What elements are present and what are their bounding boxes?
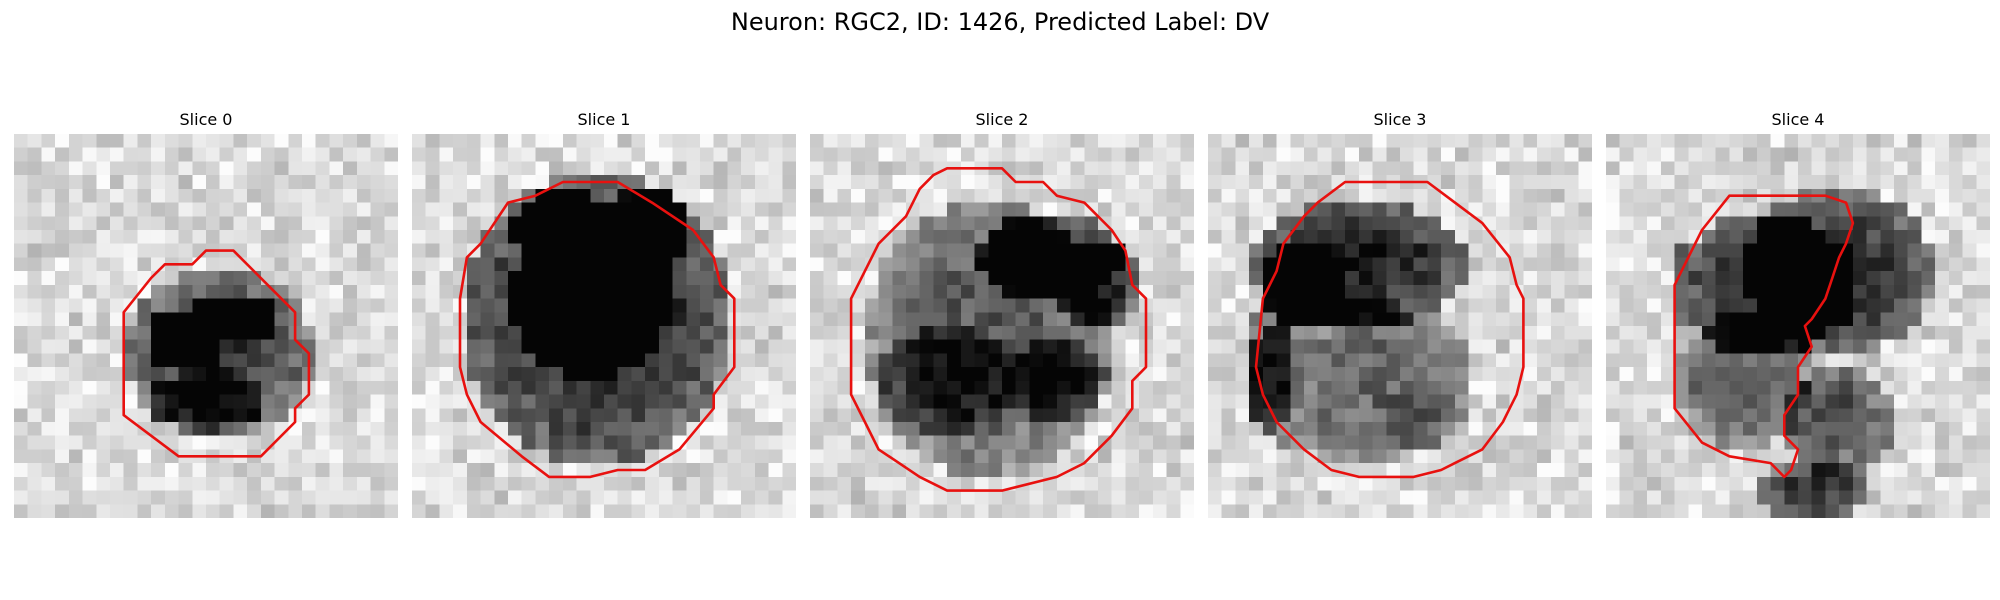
slice-panel: Slice 3 bbox=[1208, 108, 1592, 518]
cell-contour bbox=[849, 166, 1148, 492]
slice-panel: Slice 1 bbox=[412, 108, 796, 518]
slice-image bbox=[1208, 134, 1592, 518]
pixel-grid bbox=[810, 134, 1194, 518]
slice-image bbox=[14, 134, 398, 518]
slice-image bbox=[1606, 134, 1990, 518]
cell-contour bbox=[122, 249, 311, 458]
slice-title: Slice 3 bbox=[1373, 110, 1427, 129]
slice-title: Slice 4 bbox=[1771, 110, 1825, 129]
cell-contour bbox=[1254, 180, 1525, 479]
pixel-grid bbox=[1606, 134, 1990, 518]
slice-title: Slice 0 bbox=[179, 110, 233, 129]
slice-title: Slice 1 bbox=[577, 110, 631, 129]
slice-image bbox=[412, 134, 796, 518]
figure-title: Neuron: RGC2, ID: 1426, Predicted Label:… bbox=[730, 8, 1270, 36]
slice-panel: Slice 2 bbox=[810, 108, 1194, 518]
slice-image bbox=[810, 134, 1194, 518]
slice-panel: Slice 0 bbox=[14, 108, 398, 518]
pixel-grid bbox=[1208, 134, 1592, 518]
cell-contour bbox=[458, 180, 736, 479]
slice-panel: Slice 4 bbox=[1606, 108, 1990, 518]
cell-contour bbox=[1673, 194, 1855, 479]
pixel-grid bbox=[412, 134, 796, 518]
slice-title: Slice 2 bbox=[975, 110, 1029, 129]
pixel-grid bbox=[14, 134, 398, 518]
